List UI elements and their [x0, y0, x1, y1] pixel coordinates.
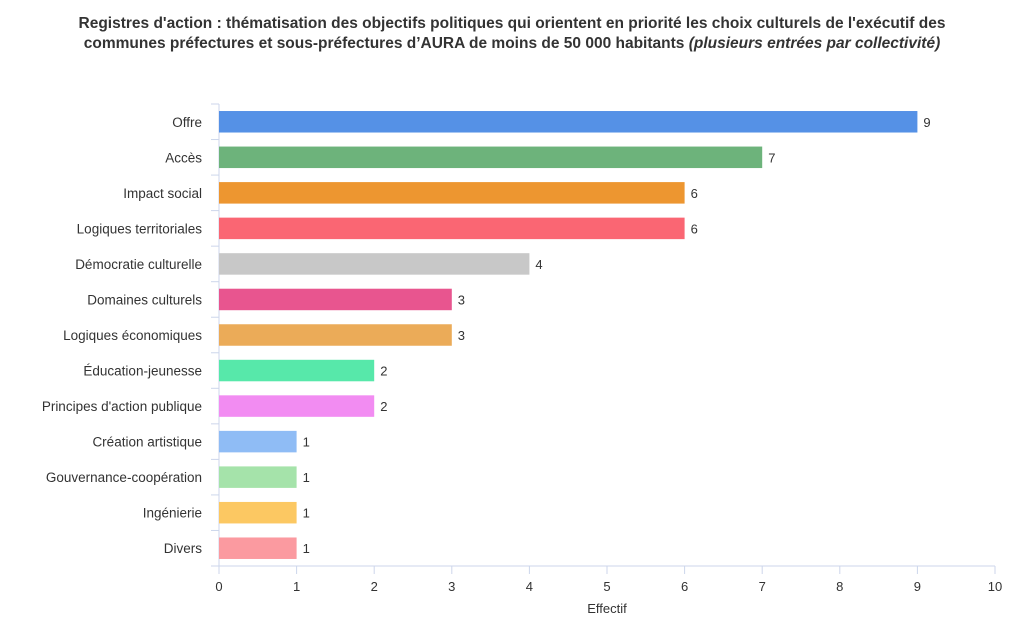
bar: [219, 146, 763, 169]
category-label: Accès: [165, 150, 202, 165]
bar: [219, 217, 685, 240]
bar: [219, 253, 530, 275]
category-label: Gouvernance-coopération: [46, 470, 202, 485]
data-label: 2: [380, 399, 387, 414]
bar: [219, 111, 918, 133]
data-label: 2: [380, 364, 387, 379]
x-tick-label: 4: [526, 579, 533, 594]
data-label: 6: [691, 186, 698, 201]
data-label: 3: [458, 328, 465, 343]
x-axis-title: Effectif: [587, 601, 627, 616]
bar: [219, 466, 297, 488]
x-tick-label: 2: [371, 579, 378, 594]
bar: [219, 430, 297, 453]
chart-title-line-1: Registres d'action : thématisation des o…: [78, 15, 946, 32]
chart-title-note: (plusieurs entrées par collectivité): [688, 35, 941, 52]
x-tick-label: 7: [759, 579, 766, 594]
category-label: Principes d'action publique: [42, 399, 202, 414]
data-label: 1: [303, 435, 310, 450]
x-tick-label: 10: [988, 579, 1002, 594]
x-tick-label: 9: [914, 579, 921, 594]
bar: [219, 182, 685, 204]
bar: [219, 395, 375, 417]
chart-title-main-part-2: communes préfectures et sous-préfectures…: [83, 35, 685, 52]
category-label: Logiques économiques: [63, 328, 202, 343]
data-label: 3: [458, 292, 465, 307]
x-tick-label: 8: [836, 579, 843, 594]
chart-title-line-2: communes préfectures et sous-préfectures…: [0, 34, 1024, 54]
category-label: Logiques territoriales: [77, 221, 203, 236]
category-label: Éducation-jeunesse: [83, 364, 202, 379]
bar: [219, 288, 452, 311]
category-label: Offre: [172, 115, 202, 130]
x-tick-label: 6: [681, 579, 688, 594]
category-label: Impact social: [123, 186, 202, 201]
data-label: 9: [923, 115, 930, 130]
x-tick-label: 3: [448, 579, 455, 594]
data-label: 4: [535, 257, 542, 272]
category-label: Domaines culturels: [87, 292, 202, 307]
bar: [219, 359, 375, 382]
data-label: 1: [303, 470, 310, 485]
chart-title: Registres d'action : thématisation des o…: [0, 14, 1024, 54]
category-label: Ingénierie: [143, 506, 202, 521]
x-tick-label: 0: [215, 579, 222, 594]
x-tick-label: 1: [293, 579, 300, 594]
category-label: Divers: [164, 541, 203, 556]
bar: [219, 501, 297, 524]
data-label: 7: [768, 150, 775, 165]
bar: [219, 537, 297, 559]
data-label: 1: [303, 506, 310, 521]
category-label: Création artistique: [92, 435, 202, 450]
x-tick-label: 5: [603, 579, 610, 594]
category-label: Démocratie culturelle: [75, 257, 202, 272]
bar: [219, 324, 452, 346]
data-label: 1: [303, 541, 310, 556]
data-label: 6: [691, 221, 698, 236]
